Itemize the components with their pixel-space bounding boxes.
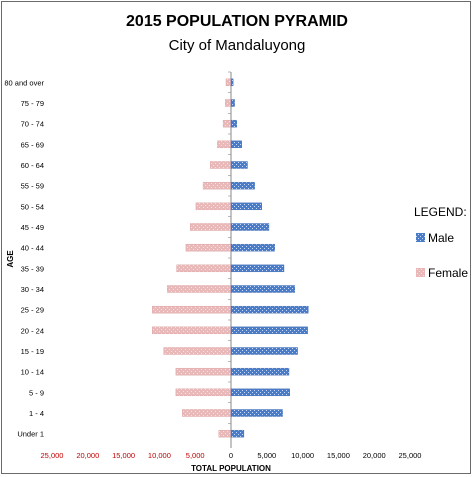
bar-female	[152, 326, 232, 335]
bar-female	[225, 99, 232, 107]
y-tick-label: 55 - 59	[21, 182, 44, 191]
y-tick-label: 50 - 54	[21, 202, 44, 211]
bar-female	[182, 409, 232, 417]
bar-female	[222, 119, 232, 128]
bar-female	[217, 140, 232, 149]
chart-title: 2015 POPULATION PYRAMID	[126, 13, 348, 30]
bar-male	[230, 223, 270, 231]
bar-male	[230, 140, 242, 149]
bar-female	[167, 285, 232, 293]
x-tick-label: 10,000	[148, 451, 171, 460]
y-tick-label: 70 - 74	[21, 120, 44, 129]
bar-male	[230, 326, 308, 335]
x-tick-label: 0	[229, 451, 233, 460]
bar-female	[175, 367, 232, 376]
bar-female	[202, 181, 232, 190]
y-tick-label: 80 and over	[4, 78, 44, 87]
x-tick-label: 5,000	[257, 451, 276, 460]
x-tick-label: 25,000	[399, 451, 422, 460]
x-tick-label: 20,000	[363, 451, 386, 460]
bar-male	[230, 99, 235, 107]
y-tick-label: 10 - 14	[21, 368, 44, 377]
bar-male	[230, 429, 245, 438]
y-tick-label: 1 - 4	[29, 409, 44, 418]
y-tick-label: 40 - 44	[21, 244, 44, 253]
bar-female	[163, 347, 232, 355]
legend-female-label: Female	[428, 266, 468, 280]
bar-female	[152, 305, 232, 314]
bar-female	[176, 264, 232, 273]
x-tick-label: 15,000	[112, 451, 135, 460]
bar-male	[230, 388, 290, 397]
legend-male-swatch	[416, 233, 425, 242]
bar-male	[230, 202, 262, 211]
bar-male	[230, 347, 298, 355]
bar-male	[230, 119, 237, 128]
bar-female	[189, 223, 232, 231]
y-tick-label: 60 - 64	[21, 161, 44, 170]
bar-male	[230, 409, 283, 417]
bar-female	[195, 202, 232, 211]
bar-male	[230, 161, 248, 169]
bar-female	[175, 388, 232, 397]
y-tick-label: 25 - 29	[21, 306, 44, 315]
y-tick-label: 65 - 69	[21, 140, 44, 149]
x-tick-label: 15,000	[327, 451, 350, 460]
bar-male	[230, 243, 275, 252]
bar-male	[230, 78, 234, 87]
legend-male-label: Male	[428, 231, 454, 245]
bar-female	[218, 429, 232, 438]
y-tick-label: 20 - 24	[21, 326, 44, 335]
bar-female	[185, 243, 232, 252]
y-tick-label: 75 - 79	[21, 99, 44, 108]
y-axis-title: AGE	[6, 250, 15, 268]
bar-male	[230, 181, 255, 190]
y-tick-label: 35 - 39	[21, 264, 44, 273]
y-tick-label: 5 - 9	[29, 388, 44, 397]
bar-male	[230, 305, 309, 314]
y-tick-label: 15 - 19	[21, 347, 44, 356]
bar-female	[225, 78, 232, 87]
y-tick-label: 45 - 49	[21, 223, 44, 232]
bar-male	[230, 285, 295, 293]
y-tick-label: Under 1	[17, 430, 44, 439]
y-tick-label: 30 - 34	[21, 285, 44, 294]
legend-female-swatch	[416, 268, 425, 277]
legend-title: LEGEND:	[414, 205, 467, 219]
x-tick-label: 10,000	[291, 451, 314, 460]
bar-male	[230, 367, 290, 376]
chart-subtitle: City of Mandaluyong	[169, 37, 306, 54]
x-tick-label: 20,000	[76, 451, 99, 460]
bar-male	[230, 264, 285, 273]
x-tick-label: 25,000	[41, 451, 64, 460]
x-axis-title: TOTAL POPULATION	[191, 464, 271, 473]
plot-area: 80 and over 75 - 79 70 - 74 65 - 69 60 - 64 5…	[4, 71, 422, 460]
bar-female	[210, 161, 232, 169]
x-tick-label: 5,000	[186, 451, 205, 460]
